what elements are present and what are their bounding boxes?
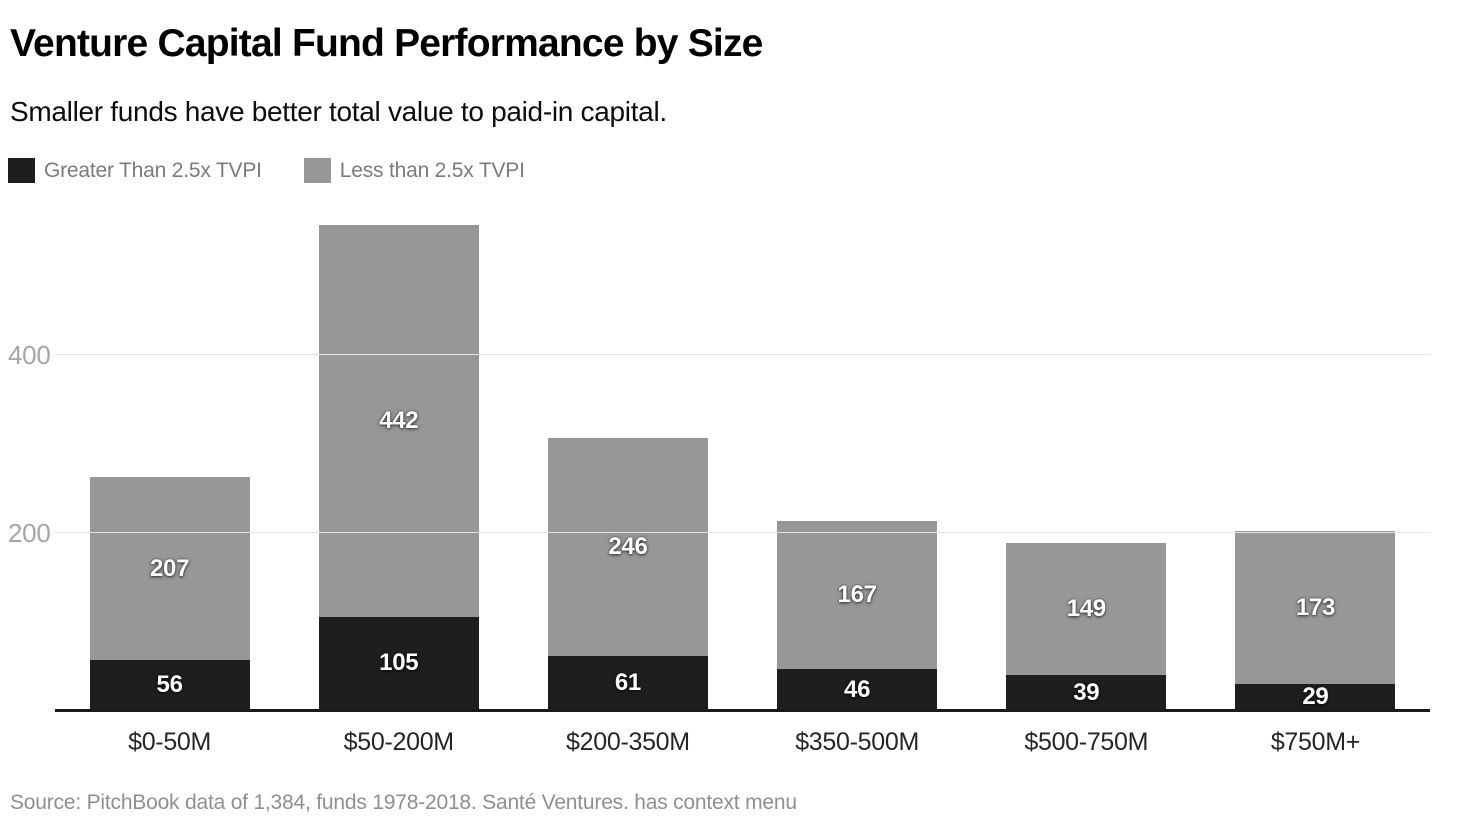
chart-title: Venture Capital Fund Performance by Size bbox=[10, 22, 763, 65]
legend-label: Greater Than 2.5x TVPI bbox=[44, 158, 262, 182]
x-axis-category-label: $500-750M bbox=[1024, 728, 1149, 756]
legend-swatch-gray-icon bbox=[303, 158, 331, 183]
bars-row: 207 56 $0-50M 442 105 $50-200M 246 61 $200-350M 1… bbox=[55, 200, 1430, 756]
bar-segment: 39 bbox=[1006, 675, 1167, 710]
bar-value-label: 149 bbox=[1066, 595, 1106, 623]
bar-value-label: 105 bbox=[379, 649, 419, 677]
gridline-y200 bbox=[55, 531, 1430, 533]
stacked-bar: 246 61 bbox=[547, 437, 708, 710]
x-axis-category-label: $350-500M bbox=[795, 728, 919, 756]
bar-segment: 167 bbox=[777, 521, 938, 670]
bar-value-label: 56 bbox=[156, 671, 183, 699]
bar-column: 442 105 $50-200M bbox=[284, 200, 513, 756]
x-axis-category-label: $0-50M bbox=[128, 728, 212, 756]
chart-subtitle: Smaller funds have better total value to… bbox=[10, 96, 667, 127]
bar-segment: 46 bbox=[777, 669, 938, 710]
x-axis-category-label: $200-350M bbox=[566, 728, 690, 756]
bar-segment: 149 bbox=[1006, 543, 1167, 676]
bar-segment: 105 bbox=[318, 616, 479, 710]
bar-value-label: 173 bbox=[1295, 593, 1336, 621]
stacked-bar: 167 46 bbox=[777, 521, 938, 710]
x-axis-category-label: $50-200M bbox=[343, 728, 454, 756]
source-note: Source: PitchBook data of 1,384, funds 1… bbox=[10, 791, 797, 814]
stacked-bar: 442 105 bbox=[318, 224, 479, 710]
bar-value-label: 61 bbox=[614, 668, 641, 696]
bar-value-label: 39 bbox=[1073, 678, 1100, 706]
gridline-y400 bbox=[55, 354, 1430, 356]
stacked-bar: 173 29 bbox=[1235, 530, 1396, 711]
legend-item-greater: Greater Than 2.5x TVPI bbox=[8, 158, 262, 183]
bar-segment: 173 bbox=[1235, 530, 1396, 685]
bar-column: 167 46 $350-500M bbox=[743, 200, 972, 756]
x-axis-category-label: $750M+ bbox=[1270, 728, 1361, 756]
bar-column: 207 56 $0-50M bbox=[55, 200, 284, 756]
bar-column: 173 29 $750M+ bbox=[1201, 200, 1430, 756]
bar-segment: 29 bbox=[1235, 683, 1396, 711]
bar-value-label: 442 bbox=[379, 406, 419, 434]
bar-segment: 246 bbox=[547, 437, 708, 656]
legend-swatch-dark-icon bbox=[8, 158, 35, 183]
bar-value-label: 246 bbox=[608, 532, 648, 560]
bar-value-label: 46 bbox=[844, 675, 871, 703]
y-axis-tick-label: 200 bbox=[8, 517, 51, 548]
y-axis-tick-label: 400 bbox=[8, 340, 51, 371]
plot-area: 207 56 $0-50M 442 105 $50-200M 246 61 $200-350M 1… bbox=[8, 200, 1430, 756]
bar-segment: 56 bbox=[89, 660, 250, 710]
x-axis-line bbox=[55, 709, 1430, 712]
bar-segment: 442 bbox=[318, 224, 479, 617]
stacked-bar: 149 39 bbox=[1006, 543, 1167, 710]
legend-label: Less than 2.5x TVPI bbox=[339, 158, 525, 182]
legend-item-less: Less than 2.5x TVPI bbox=[303, 158, 525, 183]
bar-value-label: 29 bbox=[1302, 683, 1329, 711]
bar-value-label: 167 bbox=[837, 581, 877, 609]
bar-segment: 207 bbox=[89, 476, 250, 661]
bar-column: 246 61 $200-350M bbox=[513, 200, 742, 756]
bar-value-label: 207 bbox=[150, 554, 190, 582]
bar-column: 149 39 $500-750M bbox=[972, 200, 1201, 756]
stacked-bar: 207 56 bbox=[89, 476, 250, 710]
bar-segment: 61 bbox=[547, 655, 708, 710]
legend: Greater Than 2.5x TVPI Less than 2.5x TV… bbox=[8, 158, 525, 183]
